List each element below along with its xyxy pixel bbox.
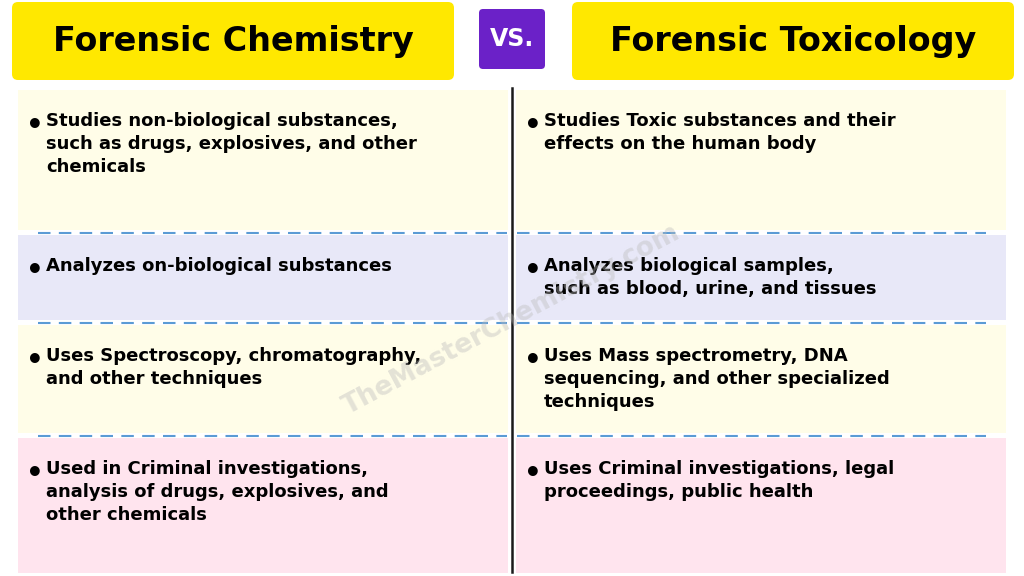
Text: Used in Criminal investigations,
analysis of drugs, explosives, and
other chemic: Used in Criminal investigations, analysi… [46,460,389,524]
FancyBboxPatch shape [12,2,454,80]
FancyBboxPatch shape [18,325,508,433]
FancyBboxPatch shape [516,235,1006,320]
Text: Uses Spectroscopy, chromatography,
and other techniques: Uses Spectroscopy, chromatography, and o… [46,347,421,388]
Text: Uses Mass spectrometry, DNA
sequencing, and other specialized
techniques: Uses Mass spectrometry, DNA sequencing, … [544,347,890,411]
FancyBboxPatch shape [516,90,1006,230]
Text: •: • [524,460,542,488]
Text: •: • [26,460,44,488]
Text: Forensic Toxicology: Forensic Toxicology [610,25,976,58]
Text: •: • [26,347,44,375]
Text: Forensic Chemistry: Forensic Chemistry [52,25,414,58]
Text: VS.: VS. [489,27,535,51]
FancyBboxPatch shape [18,90,508,230]
FancyBboxPatch shape [516,438,1006,573]
FancyBboxPatch shape [516,325,1006,433]
Text: •: • [26,257,44,285]
Text: •: • [524,347,542,375]
Text: Studies non-biological substances,
such as drugs, explosives, and other
chemical: Studies non-biological substances, such … [46,112,417,176]
Text: •: • [524,112,542,140]
FancyBboxPatch shape [479,9,545,69]
FancyBboxPatch shape [572,2,1014,80]
Text: Studies Toxic substances and their
effects on the human body: Studies Toxic substances and their effec… [544,112,896,153]
FancyBboxPatch shape [18,235,508,320]
Text: Analyzes biological samples,
such as blood, urine, and tissues: Analyzes biological samples, such as blo… [544,257,877,298]
FancyBboxPatch shape [18,438,508,573]
Text: •: • [524,257,542,285]
Text: Analyzes on-biological substances: Analyzes on-biological substances [46,257,392,275]
Text: Uses Criminal investigations, legal
proceedings, public health: Uses Criminal investigations, legal proc… [544,460,894,501]
Text: TheMasterChemistry.com: TheMasterChemistry.com [339,220,685,420]
Text: •: • [26,112,44,140]
